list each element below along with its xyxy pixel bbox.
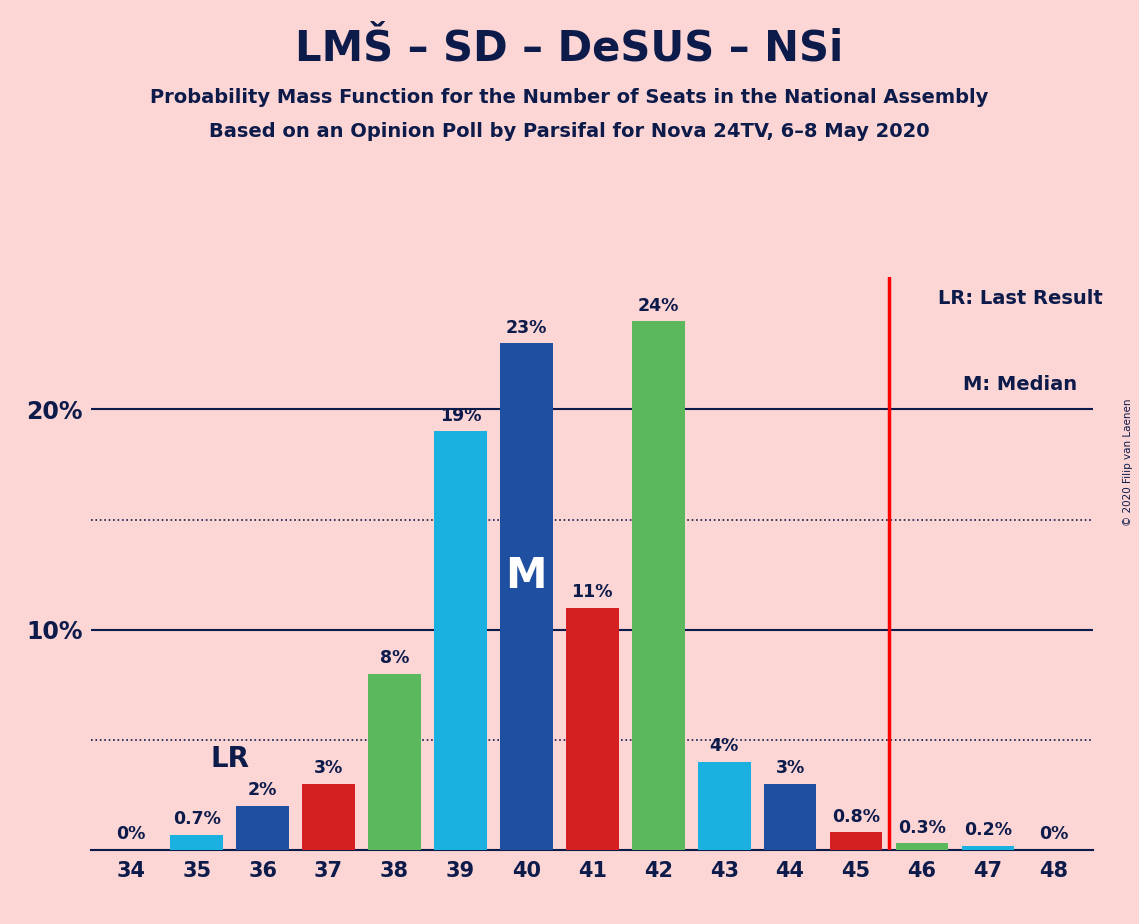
- Text: 3%: 3%: [314, 760, 343, 777]
- Text: 0.2%: 0.2%: [964, 821, 1011, 839]
- Text: 24%: 24%: [638, 297, 679, 315]
- Text: LR: LR: [210, 745, 249, 773]
- Text: 11%: 11%: [572, 583, 613, 602]
- Text: LR: Last Result: LR: Last Result: [939, 288, 1103, 308]
- Text: LMŠ – SD – DeSUS – NSi: LMŠ – SD – DeSUS – NSi: [295, 28, 844, 69]
- Bar: [236, 806, 289, 850]
- Bar: [632, 322, 685, 850]
- Text: 23%: 23%: [506, 319, 547, 336]
- Text: 0%: 0%: [116, 825, 146, 844]
- Text: 0.8%: 0.8%: [833, 808, 880, 826]
- Bar: [764, 784, 817, 850]
- Text: 4%: 4%: [710, 737, 739, 755]
- Text: 3%: 3%: [776, 760, 805, 777]
- Text: Probability Mass Function for the Number of Seats in the National Assembly: Probability Mass Function for the Number…: [150, 88, 989, 107]
- Text: M: Median: M: Median: [964, 374, 1077, 394]
- Text: 2%: 2%: [248, 782, 277, 799]
- Text: 0.7%: 0.7%: [173, 810, 221, 828]
- Bar: [895, 844, 949, 850]
- Bar: [829, 833, 883, 850]
- Text: Based on an Opinion Poll by Parsifal for Nova 24TV, 6–8 May 2020: Based on an Opinion Poll by Parsifal for…: [210, 122, 929, 141]
- Text: 0%: 0%: [1039, 825, 1068, 844]
- Text: M: M: [506, 554, 547, 597]
- Bar: [434, 432, 486, 850]
- Bar: [566, 608, 618, 850]
- Text: © 2020 Filip van Laenen: © 2020 Filip van Laenen: [1123, 398, 1133, 526]
- Text: 8%: 8%: [379, 650, 409, 667]
- Text: 0.3%: 0.3%: [898, 819, 945, 837]
- Bar: [170, 834, 223, 850]
- Bar: [500, 344, 552, 850]
- Bar: [698, 762, 751, 850]
- Bar: [368, 674, 420, 850]
- Text: 19%: 19%: [440, 407, 481, 425]
- Bar: [961, 845, 1015, 850]
- Bar: [302, 784, 355, 850]
